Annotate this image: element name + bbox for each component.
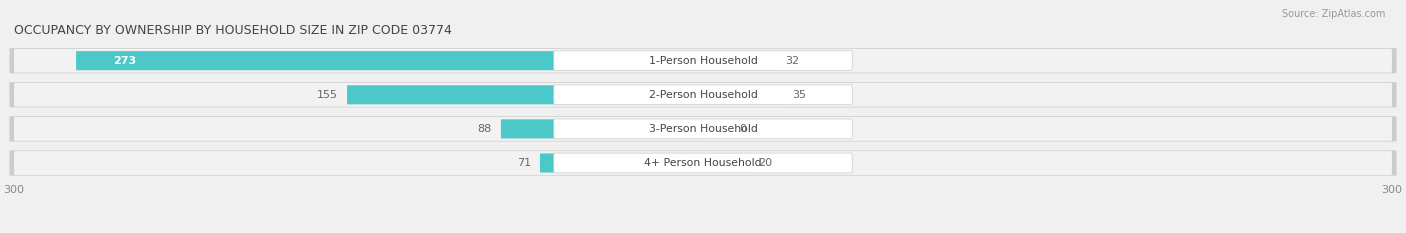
Text: 2-Person Household: 2-Person Household [648,90,758,100]
FancyBboxPatch shape [76,51,703,70]
Text: 32: 32 [786,56,800,66]
Text: OCCUPANCY BY OWNERSHIP BY HOUSEHOLD SIZE IN ZIP CODE 03774: OCCUPANCY BY OWNERSHIP BY HOUSEHOLD SIZE… [14,24,451,37]
FancyBboxPatch shape [14,117,1392,141]
Text: 273: 273 [112,56,136,66]
Text: 155: 155 [316,90,337,100]
FancyBboxPatch shape [10,150,1396,176]
FancyBboxPatch shape [703,85,783,104]
FancyBboxPatch shape [554,153,852,173]
FancyBboxPatch shape [554,85,852,105]
Text: 88: 88 [478,124,492,134]
Text: 3-Person Household: 3-Person Household [648,124,758,134]
FancyBboxPatch shape [703,51,776,70]
FancyBboxPatch shape [14,83,1392,107]
Text: 20: 20 [758,158,772,168]
FancyBboxPatch shape [347,85,703,104]
Text: 35: 35 [793,90,807,100]
FancyBboxPatch shape [501,119,703,138]
Text: 0: 0 [740,124,747,134]
FancyBboxPatch shape [10,116,1396,141]
Text: 71: 71 [516,158,531,168]
FancyBboxPatch shape [10,82,1396,107]
Text: 1-Person Household: 1-Person Household [648,56,758,66]
FancyBboxPatch shape [703,154,749,172]
FancyBboxPatch shape [10,48,1396,73]
FancyBboxPatch shape [14,151,1392,175]
FancyBboxPatch shape [14,49,1392,73]
FancyBboxPatch shape [540,154,703,172]
FancyBboxPatch shape [554,119,852,139]
Text: Source: ZipAtlas.com: Source: ZipAtlas.com [1281,9,1385,19]
FancyBboxPatch shape [554,51,852,71]
FancyBboxPatch shape [703,119,731,138]
Text: 4+ Person Household: 4+ Person Household [644,158,762,168]
